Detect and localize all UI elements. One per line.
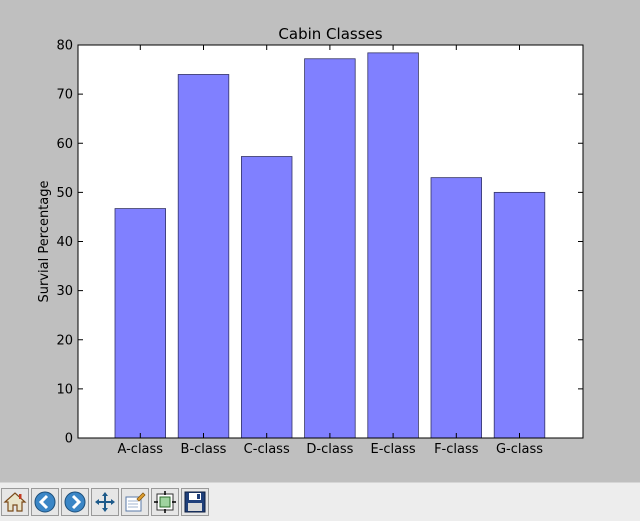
x-tick-label: G-class [496, 442, 543, 457]
save-button[interactable] [181, 488, 209, 516]
bar-d-class [304, 58, 356, 439]
bar-chart: 0 10 20 30 40 50 60 70 80 A-class B-class C-class D-… [37, 25, 584, 457]
y-tick-label: 80 [56, 39, 73, 54]
save-icon [184, 491, 206, 513]
y-tick-label: 40 [56, 235, 73, 250]
y-tick-label: 60 [56, 137, 73, 152]
bar-b-class [177, 74, 230, 439]
y-tick-label: 10 [56, 382, 73, 397]
x-tick-label: D-class [306, 442, 353, 457]
x-tick-label: E-class [371, 442, 416, 457]
y-axis-label: Survial Percentage [37, 181, 52, 303]
forward-icon [64, 491, 86, 513]
x-tick-label: A-class [118, 442, 164, 457]
zoom-icon [125, 492, 146, 512]
subplots-icon [154, 491, 176, 513]
zoom-button[interactable] [121, 488, 149, 516]
figure-canvas: 0 10 20 30 40 50 60 70 80 A-class B-class C-class D-… [37, 25, 584, 457]
y-tick-label: 20 [56, 333, 73, 348]
pan-button[interactable] [91, 488, 119, 516]
back-icon [34, 491, 56, 513]
pan-icon [95, 492, 115, 512]
bar-e-class [367, 52, 419, 439]
y-tick-label: 70 [56, 88, 73, 103]
bar-a-class [114, 208, 166, 439]
forward-button[interactable] [61, 488, 89, 516]
x-tick-label: C-class [244, 442, 290, 457]
chart-title: Cabin Classes [278, 25, 382, 43]
home-button[interactable] [1, 488, 29, 516]
bar-c-class [240, 156, 293, 439]
x-tick-label: F-class [434, 442, 479, 457]
bar-f-class [430, 177, 482, 439]
y-tick-label: 30 [56, 284, 73, 299]
navigation-toolbar [0, 482, 640, 521]
y-tick-label: 50 [56, 186, 73, 201]
bar-g-class [493, 191, 546, 439]
back-button[interactable] [31, 488, 59, 516]
y-tick-label: 0 [65, 432, 73, 447]
subplots-button[interactable] [151, 488, 179, 516]
home-icon [3, 492, 27, 512]
x-tick-label: B-class [181, 442, 227, 457]
